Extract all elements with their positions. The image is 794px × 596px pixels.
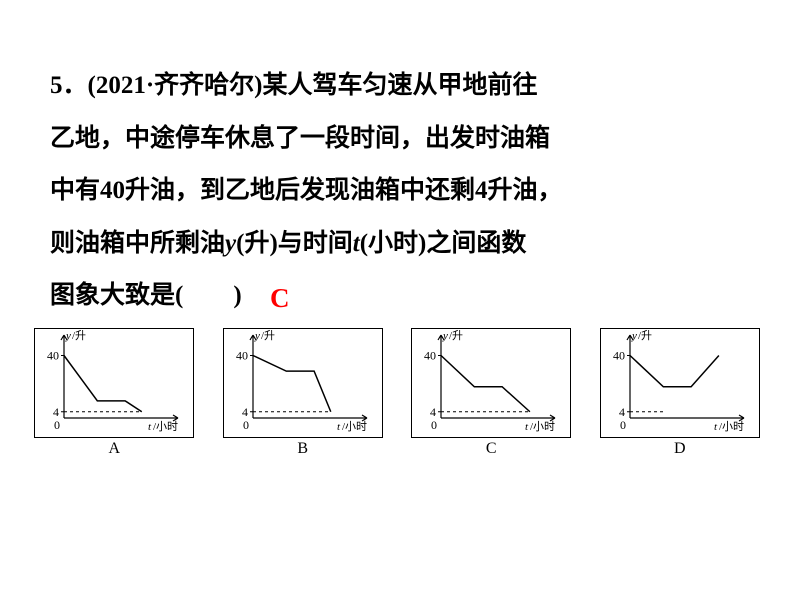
question-line-3: 中有40升油，到乙地后发现油箱中还剩4升油， xyxy=(50,165,744,218)
svg-text:/小时: /小时 xyxy=(719,420,744,433)
svg-text:0: 0 xyxy=(620,418,626,432)
svg-text:4: 4 xyxy=(430,404,436,418)
svg-text:0: 0 xyxy=(54,418,60,432)
svg-text:4: 4 xyxy=(242,404,248,418)
chart-option-d: y/升t/小时4040D xyxy=(600,328,760,458)
chart-svg: y/升t/小时4040 xyxy=(600,328,760,438)
svg-text:40: 40 xyxy=(424,348,436,362)
svg-text:/小时: /小时 xyxy=(530,420,555,433)
svg-text:0: 0 xyxy=(243,418,249,432)
chart-option-label: B xyxy=(297,440,308,458)
chart-option-label: C xyxy=(486,440,497,458)
chart-svg: y/升t/小时4040 xyxy=(411,328,571,438)
chart-option-label: A xyxy=(108,440,120,458)
chart-option-b: y/升t/小时4040B xyxy=(223,328,383,458)
chart-option-a: y/升t/小时4040A xyxy=(34,328,194,458)
question-number: 5． xyxy=(50,72,88,99)
question-line-2: 乙地，中途停车休息了一段时间，出发时油箱 xyxy=(50,113,744,166)
question-block: 5．(2021·齐齐哈尔)某人驾车匀速从甲地前往 乙地，中途停车休息了一段时间，… xyxy=(0,0,794,333)
question-line-1: 5．(2021·齐齐哈尔)某人驾车匀速从甲地前往 xyxy=(50,60,744,113)
svg-text:/小时: /小时 xyxy=(153,420,178,433)
svg-text:4: 4 xyxy=(619,404,625,418)
question-source: (2021·齐齐哈尔) xyxy=(88,72,263,99)
charts-row: y/升t/小时4040Ay/升t/小时4040By/升t/小时4040Cy/升t… xyxy=(0,328,794,458)
question-line-4: 则油箱中所剩油y(升)与时间t(小时)之间函数 xyxy=(50,218,744,271)
svg-text:4: 4 xyxy=(53,404,59,418)
svg-text:40: 40 xyxy=(236,348,248,362)
answer-letter: C xyxy=(270,270,290,327)
svg-text:40: 40 xyxy=(47,348,59,362)
svg-text:t: t xyxy=(337,421,341,433)
chart-option-label: D xyxy=(674,440,686,458)
svg-text:40: 40 xyxy=(613,348,625,362)
svg-text:/小时: /小时 xyxy=(342,420,367,433)
svg-text:t: t xyxy=(525,421,529,433)
chart-svg: y/升t/小时4040 xyxy=(223,328,383,438)
chart-option-c: y/升t/小时4040C xyxy=(411,328,571,458)
svg-text:t: t xyxy=(714,421,718,433)
svg-text:0: 0 xyxy=(431,418,437,432)
question-line-5: 图象大致是( ) C xyxy=(50,270,744,323)
svg-text:t: t xyxy=(148,421,152,433)
chart-svg: y/升t/小时4040 xyxy=(34,328,194,438)
q-line1-rest: 某人驾车匀速从甲地前往 xyxy=(263,72,538,99)
